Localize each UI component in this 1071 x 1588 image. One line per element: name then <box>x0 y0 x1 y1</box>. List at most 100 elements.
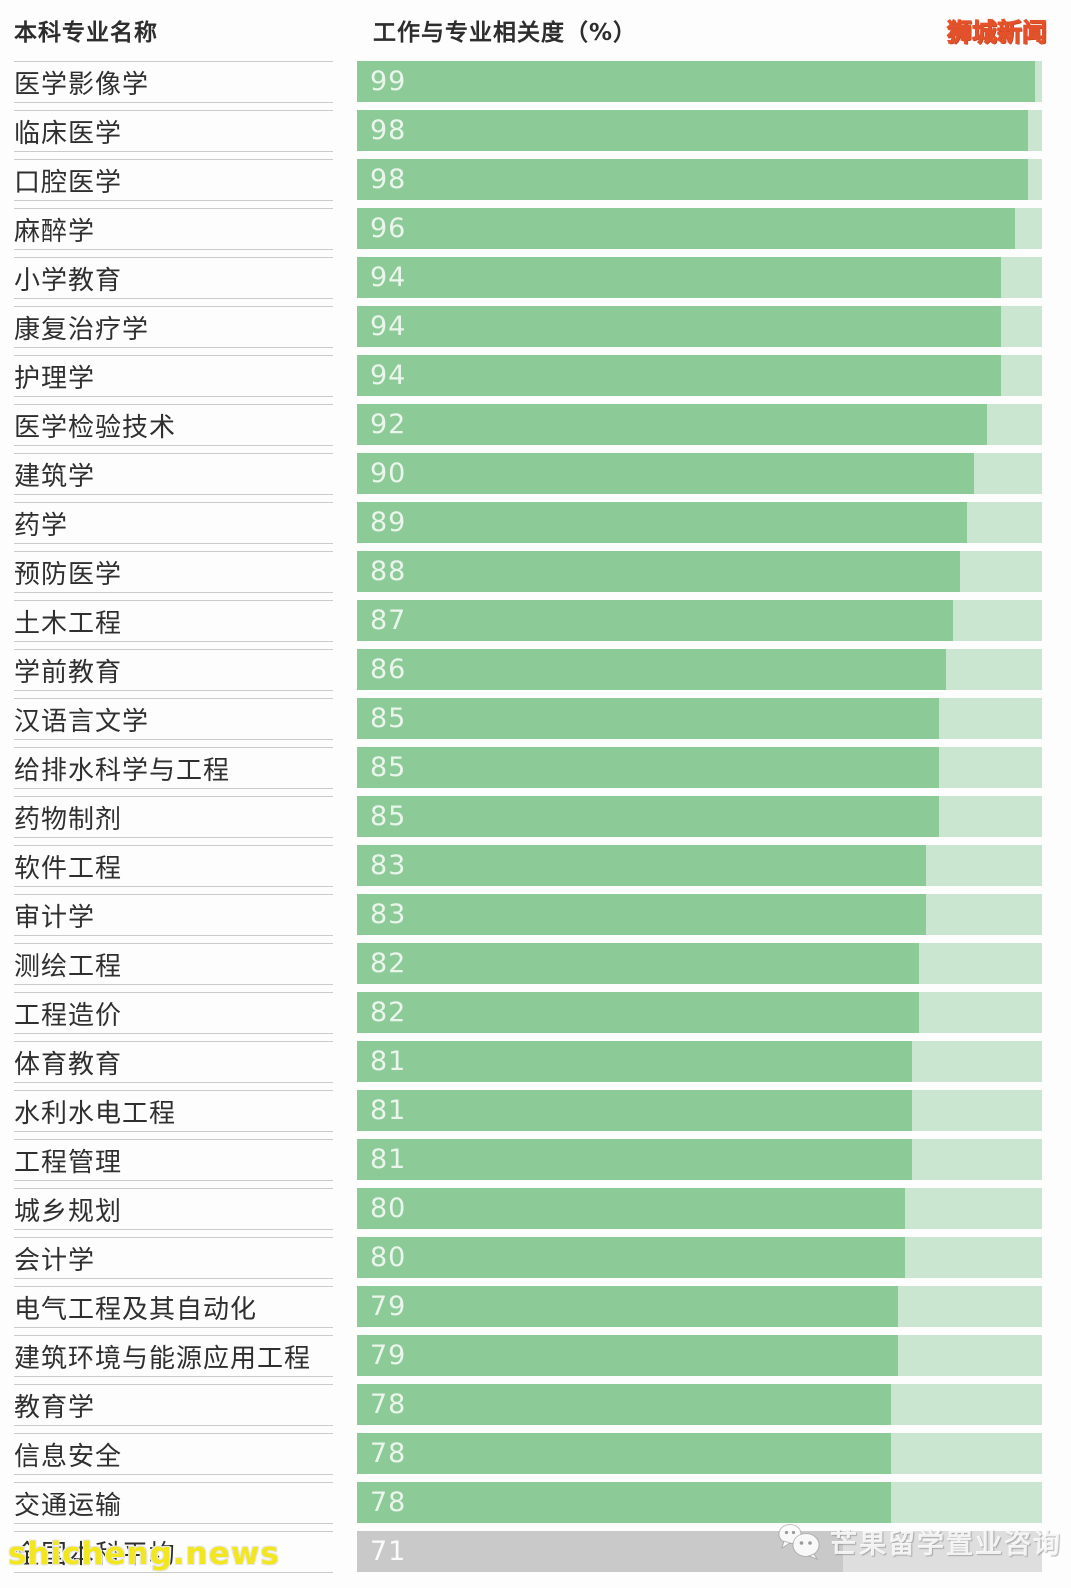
table-row: 临床医学 98 <box>0 106 1071 155</box>
major-name-label: 测绘工程 <box>14 943 333 985</box>
bar-track: 79 <box>357 1335 1042 1376</box>
column-header-major-name: 本科专业名称 <box>14 20 158 46</box>
bar-fill: 98 <box>357 110 1029 151</box>
bar-fill: 92 <box>357 404 988 445</box>
table-row: 会计学 80 <box>0 1233 1071 1282</box>
bar-value: 71 <box>370 1536 407 1567</box>
table-row: 药物制剂 85 <box>0 792 1071 841</box>
table-row: 口腔医学 98 <box>0 155 1071 204</box>
bar-track: 85 <box>357 796 1042 837</box>
table-row: 工程造价 82 <box>0 988 1071 1037</box>
bar-track: 94 <box>357 306 1042 347</box>
bar-value: 88 <box>370 556 407 587</box>
table-row: 建筑学 90 <box>0 449 1071 498</box>
bar-fill: 98 <box>357 159 1029 200</box>
bar-fill: 82 <box>357 992 919 1033</box>
bar-track: 81 <box>357 1139 1042 1180</box>
major-name-label: 交通运输 <box>14 1482 333 1524</box>
bar-track: 98 <box>357 110 1042 151</box>
bar-value: 81 <box>370 1144 407 1175</box>
bar-fill: 78 <box>357 1482 892 1523</box>
bar-fill: 80 <box>357 1237 905 1278</box>
bar-fill: 88 <box>357 551 960 592</box>
bar-fill: 85 <box>357 796 940 837</box>
bar-track: 85 <box>357 698 1042 739</box>
bar-fill: 90 <box>357 453 974 494</box>
major-name-label: 给排水科学与工程 <box>14 747 333 789</box>
major-name-label: 软件工程 <box>14 845 333 887</box>
major-name-label: 土木工程 <box>14 600 333 642</box>
major-name-label: 药学 <box>14 502 333 544</box>
major-name-label: 电气工程及其自动化 <box>14 1286 333 1328</box>
bar-track: 78 <box>357 1384 1042 1425</box>
table-row: 麻醉学 96 <box>0 204 1071 253</box>
major-name-label: 麻醉学 <box>14 208 333 250</box>
bar-fill: 81 <box>357 1139 912 1180</box>
major-name-label: 小学教育 <box>14 257 333 299</box>
brand-logo-text: 狮城新闻 <box>946 18 1047 48</box>
bar-value: 78 <box>370 1487 407 1518</box>
table-row: 交通运输 78 <box>0 1478 1071 1527</box>
bar-track: 86 <box>357 649 1042 690</box>
table-row: 护理学 94 <box>0 351 1071 400</box>
major-name-label: 审计学 <box>14 894 333 936</box>
bar-track: 83 <box>357 894 1042 935</box>
bar-value: 82 <box>370 997 407 1028</box>
bar-track: 85 <box>357 747 1042 788</box>
bar-fill: 99 <box>357 61 1036 102</box>
bar-value: 94 <box>370 262 407 293</box>
major-name-label: 信息安全 <box>14 1433 333 1475</box>
table-row: 土木工程 87 <box>0 596 1071 645</box>
bar-track: 80 <box>357 1237 1042 1278</box>
bar-fill: 83 <box>357 894 926 935</box>
bar-fill: 78 <box>357 1384 892 1425</box>
bar-value: 81 <box>370 1095 407 1126</box>
bar-value: 85 <box>370 801 407 832</box>
major-name-label: 康复治疗学 <box>14 306 333 348</box>
major-name-label: 教育学 <box>14 1384 333 1426</box>
table-row: 预防医学 88 <box>0 547 1071 596</box>
major-name-label: 医学检验技术 <box>14 404 333 446</box>
major-name-label: 临床医学 <box>14 110 333 152</box>
major-name-label: 医学影像学 <box>14 61 333 103</box>
table-row: 全国本科平均 71 <box>0 1527 1071 1576</box>
table-row: 软件工程 83 <box>0 841 1071 890</box>
bar-fill: 94 <box>357 257 1001 298</box>
site-watermark: shicheng.news <box>8 1536 280 1572</box>
bar-fill: 81 <box>357 1090 912 1131</box>
bar-track: 82 <box>357 943 1042 984</box>
column-header-relevance: 工作与专业相关度（%） <box>373 20 638 46</box>
table-row: 工程管理 81 <box>0 1135 1071 1184</box>
bar-value: 89 <box>370 507 407 538</box>
bar-value: 78 <box>370 1438 407 1469</box>
bar-value: 85 <box>370 703 407 734</box>
bar-value: 85 <box>370 752 407 783</box>
bar-track: 99 <box>357 61 1042 102</box>
bar-track: 94 <box>357 355 1042 396</box>
major-name-label: 口腔医学 <box>14 159 333 201</box>
bar-track: 81 <box>357 1090 1042 1131</box>
bar-value: 78 <box>370 1389 407 1420</box>
bar-value: 90 <box>370 458 407 489</box>
table-row: 小学教育 94 <box>0 253 1071 302</box>
bar-value: 80 <box>370 1193 407 1224</box>
table-row: 康复治疗学 94 <box>0 302 1071 351</box>
bar-fill: 96 <box>357 208 1015 249</box>
bar-track: 79 <box>357 1286 1042 1327</box>
bar-value: 79 <box>370 1340 407 1371</box>
table-row: 测绘工程 82 <box>0 939 1071 988</box>
major-name-label: 水利水电工程 <box>14 1090 333 1132</box>
bar-track: 88 <box>357 551 1042 592</box>
major-name-label: 预防医学 <box>14 551 333 593</box>
table-row: 信息安全 78 <box>0 1429 1071 1478</box>
major-name-label: 体育教育 <box>14 1041 333 1083</box>
table-row: 教育学 78 <box>0 1380 1071 1429</box>
table-row: 给排水科学与工程 85 <box>0 743 1071 792</box>
major-name-label: 学前教育 <box>14 649 333 691</box>
bar-value: 98 <box>370 164 407 195</box>
bar-value: 86 <box>370 654 407 685</box>
bar-track: 89 <box>357 502 1042 543</box>
bar-fill: 87 <box>357 600 953 641</box>
bar-fill: 94 <box>357 355 1001 396</box>
bar-fill: 79 <box>357 1286 899 1327</box>
